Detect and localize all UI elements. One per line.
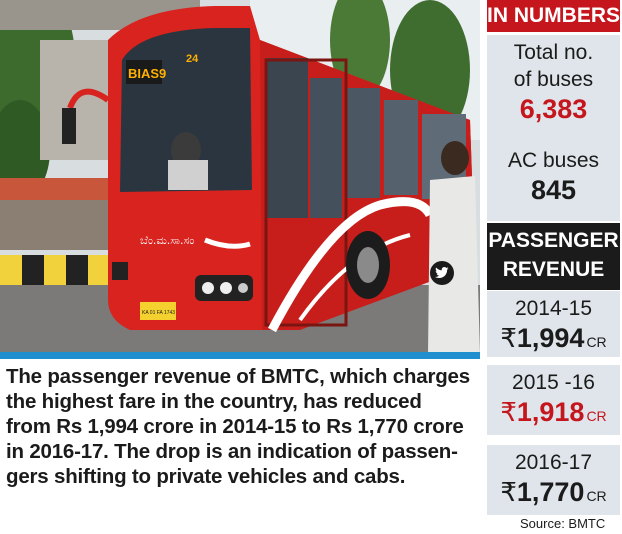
- revenue-unit: CR: [586, 488, 607, 504]
- route-sign: BIAS9: [128, 66, 166, 81]
- twitter-share-button[interactable]: [430, 261, 454, 285]
- caption-line: from Rs 1,994 crore in 2014-15 to Rs 1,7…: [6, 415, 464, 438]
- total-buses-label-1: Total no.: [513, 41, 594, 64]
- divider-rule: [0, 352, 480, 359]
- revenue-amount: ₹1,994 CR: [487, 322, 620, 358]
- revenue-box-2014-15: 2014-15 ₹1,994 CR: [487, 291, 620, 357]
- bus-front-script: ಬೆಂ.ಮ.ಸಾ.ಸಂ: [140, 234, 194, 247]
- revenue-value: 1,994: [516, 323, 585, 353]
- revenue-value: 1,918: [516, 397, 585, 427]
- caption-line: in 2016-17. The drop is an indication of…: [6, 440, 458, 463]
- caption-line: gers shifting to private vehicles and ca…: [6, 465, 406, 488]
- bus-photo: BIAS9 24 ಬೆಂ.ಮ.ಸಾ.ಸಂ KA 01 FA 1743: [0, 0, 480, 355]
- revenue-year: 2015 -16: [512, 371, 595, 394]
- caption-line: the highest fare in the country, has red…: [6, 390, 422, 413]
- twitter-bird-icon: [435, 267, 449, 278]
- caption-line: The passenger revenue of BMTC, which cha…: [6, 365, 470, 388]
- revenue-unit: CR: [586, 334, 607, 350]
- revenue-year: 2014-15: [514, 297, 593, 320]
- rupee-icon: ₹: [500, 477, 517, 507]
- number-plate: KA 01 FA 1743: [142, 310, 175, 316]
- source-credit: Source: BMTC: [520, 516, 606, 531]
- revenue-header: PASSENGER REVENUE: [487, 223, 620, 290]
- revenue-year: 2016-17: [514, 451, 593, 474]
- total-buses-label-2: of buses: [513, 68, 594, 91]
- revenue-amount: ₹1,918 CR: [487, 396, 620, 432]
- in-numbers-panel: IN NUMBERS Total no. of buses 6,383 AC b…: [487, 0, 620, 534]
- ac-buses-value: 845: [530, 175, 577, 205]
- revenue-amount: ₹1,770 CR: [487, 476, 620, 512]
- revenue-unit: CR: [586, 408, 607, 424]
- bus-illustration: BIAS9 24 ಬೆಂ.ಮ.ಸಾ.ಸಂ KA 01 FA 1743: [0, 0, 480, 355]
- caption-text: The passenger revenue of BMTC, which cha…: [6, 364, 480, 489]
- total-buses-box: Total no. of buses 6,383: [487, 35, 620, 144]
- panel-header: IN NUMBERS: [487, 0, 620, 32]
- rupee-icon: ₹: [500, 323, 517, 353]
- revenue-header-line-2: REVENUE: [502, 258, 605, 281]
- revenue-header-line-1: PASSENGER: [488, 229, 619, 252]
- revenue-box-2016-17: 2016-17 ₹1,770 CR: [487, 445, 620, 515]
- revenue-value: 1,770: [516, 477, 585, 507]
- ac-buses-box: AC buses 845: [487, 143, 620, 221]
- rupee-icon: ₹: [500, 397, 517, 427]
- ac-buses-label: AC buses: [507, 149, 600, 172]
- revenue-box-2015-16: 2015 -16 ₹1,918 CR: [487, 365, 620, 435]
- bus-number: 24: [186, 53, 199, 65]
- total-buses-value: 6,383: [519, 94, 588, 124]
